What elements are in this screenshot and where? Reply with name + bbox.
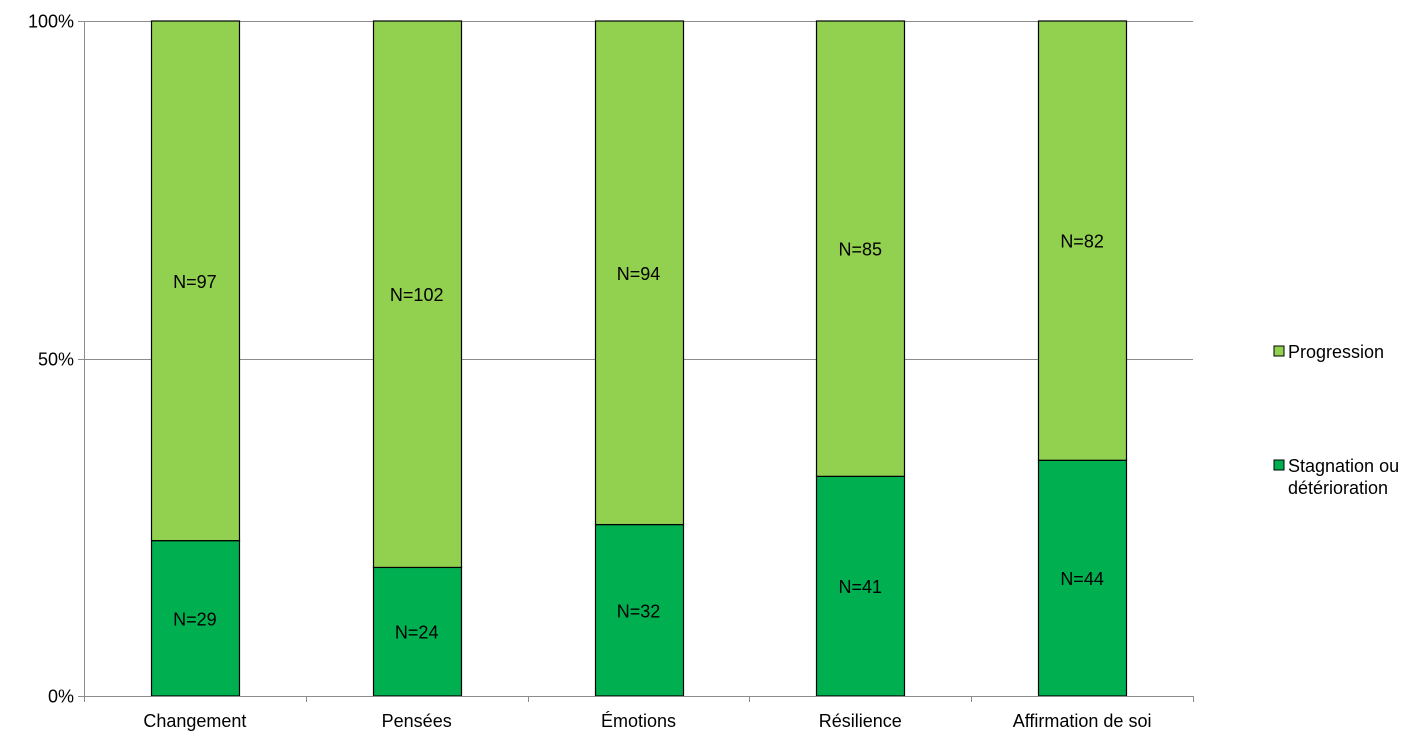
bar-segment bbox=[594, 523, 685, 697]
data-label: N=32 bbox=[617, 601, 661, 621]
legend-label: Progression bbox=[1288, 342, 1384, 362]
x-tick-label: Émotions bbox=[601, 711, 676, 731]
data-label: N=44 bbox=[1060, 569, 1104, 589]
data-label: N=85 bbox=[839, 240, 883, 260]
y-tick-label: 50% bbox=[38, 350, 74, 370]
legend-label: détérioration bbox=[1288, 478, 1388, 498]
bar-segment bbox=[372, 20, 463, 569]
bar-segment bbox=[372, 566, 463, 697]
legend-label: Stagnation ou bbox=[1288, 456, 1399, 476]
bar-segment bbox=[150, 540, 241, 697]
x-tick-label: Changement bbox=[143, 711, 246, 731]
x-tick-label: Affirmation de soi bbox=[1013, 711, 1152, 731]
bar-segment bbox=[594, 20, 685, 526]
data-label: N=24 bbox=[395, 623, 439, 643]
legend-swatch bbox=[1273, 459, 1285, 471]
data-label: N=94 bbox=[617, 264, 661, 284]
bar-segment bbox=[1037, 20, 1128, 461]
y-tick-label: 100% bbox=[28, 12, 74, 32]
data-label: N=82 bbox=[1060, 232, 1104, 252]
axes: 0% 50% 100% Changement Pensées Émotions Résili… bbox=[28, 12, 1194, 731]
x-tick-label: Pensées bbox=[382, 711, 452, 731]
bar-segment bbox=[815, 20, 906, 477]
data-label: N=29 bbox=[173, 609, 217, 629]
legend-swatch bbox=[1273, 345, 1285, 357]
data-label: N=97 bbox=[173, 272, 217, 292]
bar-segment bbox=[815, 475, 906, 697]
bars: N=29 N=97 N=24 N=102 N=32 N=94 N=41 N=85 N=44 N=8… bbox=[150, 20, 1128, 697]
data-label: N=102 bbox=[390, 285, 444, 305]
y-tick-label: 0% bbox=[48, 687, 74, 707]
bar-segment bbox=[150, 20, 241, 542]
x-tick-label: Résilience bbox=[819, 711, 902, 731]
data-label: N=41 bbox=[839, 577, 883, 597]
bar-segment bbox=[1037, 459, 1128, 697]
